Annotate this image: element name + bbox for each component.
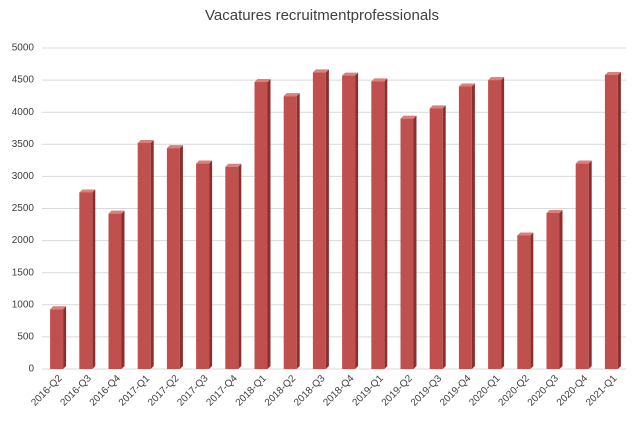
bar-side	[530, 232, 534, 369]
bar	[488, 80, 502, 369]
bar-top	[488, 77, 505, 81]
bar-side	[296, 93, 300, 370]
bar-side	[238, 163, 242, 369]
bar	[312, 72, 326, 369]
bar-top	[283, 93, 300, 97]
y-tick-label: 3500	[12, 139, 35, 150]
bar-side	[442, 105, 446, 370]
y-tick-label: 3000	[12, 171, 35, 182]
y-tick-label: 1000	[12, 299, 35, 310]
bar-top	[371, 78, 388, 82]
bar	[79, 192, 93, 369]
bar-side	[588, 160, 592, 369]
y-tick-label: 2500	[12, 203, 35, 214]
bar-side	[121, 210, 125, 369]
y-tick-label: 4500	[12, 75, 35, 86]
y-tick-label: 4000	[12, 107, 35, 118]
bar	[137, 143, 151, 369]
bar-side	[209, 160, 213, 369]
bar	[575, 163, 589, 369]
bar	[546, 212, 560, 369]
bar-top	[400, 115, 417, 119]
y-tick-label: 1500	[12, 267, 35, 278]
bar	[604, 74, 618, 370]
bar	[342, 75, 356, 369]
bar-side	[92, 189, 96, 369]
x-tick-label: 2021-Q1	[584, 373, 620, 409]
bar-top	[458, 83, 475, 87]
bar-top	[342, 72, 359, 76]
bar-top	[517, 232, 534, 236]
bar-top	[254, 79, 271, 83]
bar	[108, 213, 122, 369]
bar-top	[575, 160, 592, 164]
bar-top	[50, 306, 67, 310]
y-tick-label: 2000	[12, 235, 35, 246]
chart-title: Vacatures recruitmentprofessionals	[205, 7, 439, 24]
bar	[400, 118, 414, 370]
bar	[254, 82, 268, 369]
bar-top	[196, 160, 213, 164]
bar-top	[546, 209, 563, 213]
bar-side	[355, 72, 359, 369]
bar-side	[63, 306, 67, 369]
bar-top	[604, 71, 621, 75]
bar	[166, 148, 180, 369]
bar-side	[150, 140, 154, 369]
bar-top	[79, 189, 96, 193]
y-tick-label: 0	[28, 364, 34, 375]
bar-top	[137, 140, 154, 144]
bars	[50, 69, 621, 370]
bar	[517, 235, 531, 369]
y-tick-label: 500	[17, 332, 34, 343]
bar	[225, 166, 239, 369]
bar-top	[166, 145, 183, 149]
bar-side	[325, 69, 329, 370]
bar-side	[267, 79, 271, 369]
bar	[458, 86, 472, 370]
bar-side	[559, 209, 563, 369]
bar	[283, 96, 297, 370]
bar-side	[413, 115, 417, 370]
bar-side	[384, 78, 388, 369]
y-tick-label: 5000	[12, 43, 35, 54]
bar-side	[501, 77, 505, 369]
bar	[429, 108, 443, 370]
bar-side	[471, 83, 475, 370]
bar-side	[617, 71, 621, 370]
bar	[196, 163, 210, 369]
bar-top	[312, 69, 329, 73]
bar-top	[108, 210, 125, 214]
bar-top	[225, 163, 242, 167]
grid	[42, 47, 626, 370]
bar	[371, 81, 385, 369]
bar-top	[429, 105, 446, 109]
bar-side	[179, 145, 183, 369]
bar	[50, 309, 64, 369]
